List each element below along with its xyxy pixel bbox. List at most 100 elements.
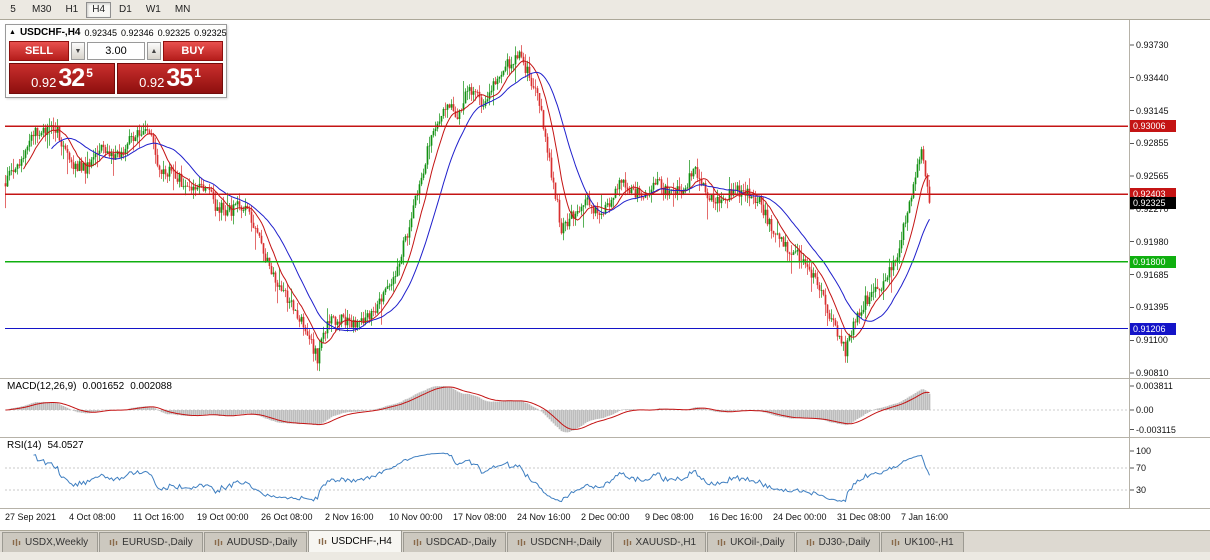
volume-decrease-button[interactable]: ▼ — [71, 42, 85, 60]
timeframe-button-h1[interactable]: H1 — [65, 4, 79, 15]
timeframe-button-m30[interactable]: M30 — [32, 4, 52, 15]
volume-input[interactable] — [87, 42, 145, 60]
macd-axis-tick: -0.003115 — [1136, 424, 1176, 435]
price-axis-tick: 0.90810 — [1136, 368, 1169, 378]
level-price-tag: 0.91206 — [1130, 322, 1176, 335]
time-axis-label: 26 Oct 08:00 — [261, 512, 313, 522]
collapse-arrow-icon[interactable]: ▲ — [9, 29, 16, 36]
chart-tab-xauusd-h1[interactable]: XAUUSD-,H1 — [612, 532, 707, 552]
timeframe-button-w1[interactable]: W1 — [145, 4, 161, 15]
chart-tab-dj30-daily[interactable]: DJ30-,Daily — [795, 532, 881, 552]
chart-tab-label: EURUSD-,Daily — [122, 537, 193, 548]
sell-price-display[interactable]: 0.92 32 5 — [9, 63, 115, 94]
rsi-label: RSI(14) 54.0527 — [7, 440, 90, 451]
rsi-value: 54.0527 — [47, 440, 84, 451]
volume-increase-button[interactable]: ▲ — [147, 42, 161, 60]
chart-tab-label: UK100-,H1 — [904, 537, 954, 548]
time-axis-label: 7 Jan 16:00 — [901, 512, 949, 522]
time-axis-label: 2 Nov 16:00 — [325, 512, 374, 522]
chart-tab-label: XAUUSD-,H1 — [635, 537, 697, 548]
quote-symbol: USDCHF-,H4 — [19, 27, 81, 38]
rsi-title: RSI(14) — [7, 440, 42, 451]
buy-price-display[interactable]: 0.92 35 1 — [117, 63, 223, 94]
chart-tab-label: AUDUSD-,Daily — [226, 537, 298, 548]
trade-buttons-row: SELL ▼ ▲ BUY — [6, 40, 226, 63]
time-axis-label: 9 Dec 08:00 — [645, 512, 694, 522]
time-axis-label: 24 Nov 16:00 — [517, 512, 571, 522]
chart-tab-usdcnh-daily[interactable]: USDCNH-,Daily — [507, 532, 612, 552]
chart-tab-icon — [109, 539, 118, 546]
quote-high: 0.92346 — [121, 27, 154, 38]
price-axis-tick: 0.91100 — [1136, 335, 1168, 346]
quote-open: 0.92345 — [84, 27, 118, 38]
time-axis-label: 11 Oct 16:00 — [133, 512, 184, 522]
level-price-tag: 0.91800 — [1130, 255, 1176, 268]
chart-tab-usdchf-h4[interactable]: USDCHF-,H4 — [308, 530, 402, 552]
chart-tab-label: DJ30-,Daily — [818, 537, 871, 548]
price-axis-tick: 0.92855 — [1136, 138, 1169, 149]
chart-tab-usdx-weekly[interactable]: USDX,Weekly — [2, 532, 99, 552]
time-axis-label: 27 Sep 2021 — [5, 512, 57, 522]
macd-axis-tick: 0.003811 — [1136, 381, 1173, 391]
panel-separator[interactable] — [0, 378, 1210, 379]
macd-value-main: 0.001652 — [82, 381, 125, 392]
time-axis-label: 10 Nov 00:00 — [389, 512, 443, 522]
macd-value-signal: 0.002088 — [130, 381, 172, 392]
chart-tab-audusd-daily[interactable]: AUDUSD-,Daily — [203, 532, 308, 552]
price-axis-tick: 0.93145 — [1136, 105, 1169, 116]
price-axis-border — [1129, 20, 1130, 508]
bid-ask-row: 0.92 32 5 0.92 35 1 — [6, 63, 226, 97]
chart-tab-icon — [214, 539, 222, 546]
price-axis-tick: 0.91395 — [1136, 302, 1169, 313]
chart-tab-label: USDCNH-,Daily — [530, 537, 602, 548]
macd-axis-tick: 0.00 — [1136, 405, 1154, 415]
chart-tab-label: USDCAD-,Daily — [425, 537, 497, 548]
macd-label: MACD(12,26,9) 0.001652 0.002088 — [7, 381, 178, 392]
buy-button[interactable]: BUY — [163, 41, 223, 61]
chart-tab-icon — [518, 539, 526, 546]
buy-price-big: 35 — [166, 64, 193, 92]
sell-button[interactable]: SELL — [9, 41, 69, 61]
chart-tab-usdcad-daily[interactable]: USDCAD-,Daily — [402, 532, 507, 552]
current-price-tag: 0.92325 — [1130, 196, 1176, 209]
chart-tabs-bar: USDX,Weekly EURUSD-,Daily AUDUSD-,Daily USD… — [0, 530, 1210, 552]
time-axis-label: 31 Dec 08:00 — [837, 512, 891, 522]
panel-separator[interactable] — [0, 437, 1210, 438]
chart-window: ▲ USDCHF-,H4 0.92345 0.92346 0.92325 0.9… — [0, 20, 1210, 530]
one-click-trading-panel: ▲ USDCHF-,H4 0.92345 0.92346 0.92325 0.9… — [5, 24, 227, 98]
chart-tab-label: USDX,Weekly — [25, 537, 89, 548]
timeframe-button-5[interactable]: 5 — [10, 4, 16, 15]
chart-tab-label: UKOil-,Daily — [730, 537, 785, 548]
timeframe-button-h4[interactable]: H4 — [86, 1, 112, 18]
time-axis-label: 4 Oct 08:00 — [69, 512, 116, 522]
timeframe-toolbar: 5 M30 H1 H4 D1 W1 MN — [0, 0, 1210, 20]
time-axis-label: 16 Dec 16:00 — [709, 512, 763, 522]
rsi-axis-tick: 70 — [1136, 462, 1147, 473]
time-axis-label: 24 Dec 00:00 — [773, 512, 827, 522]
chart-tab-ukoil-daily[interactable]: UKOil-,Daily — [707, 532, 795, 552]
timeframe-button-mn[interactable]: MN — [174, 4, 191, 15]
price-chart-canvas[interactable] — [0, 20, 1210, 530]
chart-tab-icon — [12, 539, 21, 546]
sell-price-big: 32 — [58, 64, 85, 92]
chart-tab-eurusd-daily[interactable]: EURUSD-,Daily — [99, 532, 203, 552]
status-strip — [0, 552, 1210, 560]
rsi-axis-tick: 100 — [1136, 446, 1152, 456]
chart-tab-icon — [623, 539, 631, 546]
chart-tab-icon — [892, 539, 900, 546]
chart-tab-uk100-h1[interactable]: UK100-,H1 — [881, 532, 964, 552]
timeframe-button-d1[interactable]: D1 — [119, 4, 132, 15]
level-price-tag: 0.93006 — [1130, 120, 1176, 133]
price-axis-tick: 0.91685 — [1136, 269, 1169, 280]
chart-tab-icon — [319, 538, 327, 545]
quote-close: 0.92325 — [194, 27, 227, 38]
price-axis-tick: 0.91980 — [1136, 236, 1169, 247]
sell-price-sup: 5 — [86, 66, 93, 80]
time-axis-label: 19 Oct 00:00 — [197, 512, 249, 522]
price-axis-tick: 0.93730 — [1136, 40, 1169, 50]
time-axis-label: 17 Nov 08:00 — [453, 512, 507, 522]
quote-low: 0.92325 — [157, 27, 191, 38]
panel-separator — [0, 508, 1210, 509]
chart-tab-icon — [806, 539, 814, 546]
